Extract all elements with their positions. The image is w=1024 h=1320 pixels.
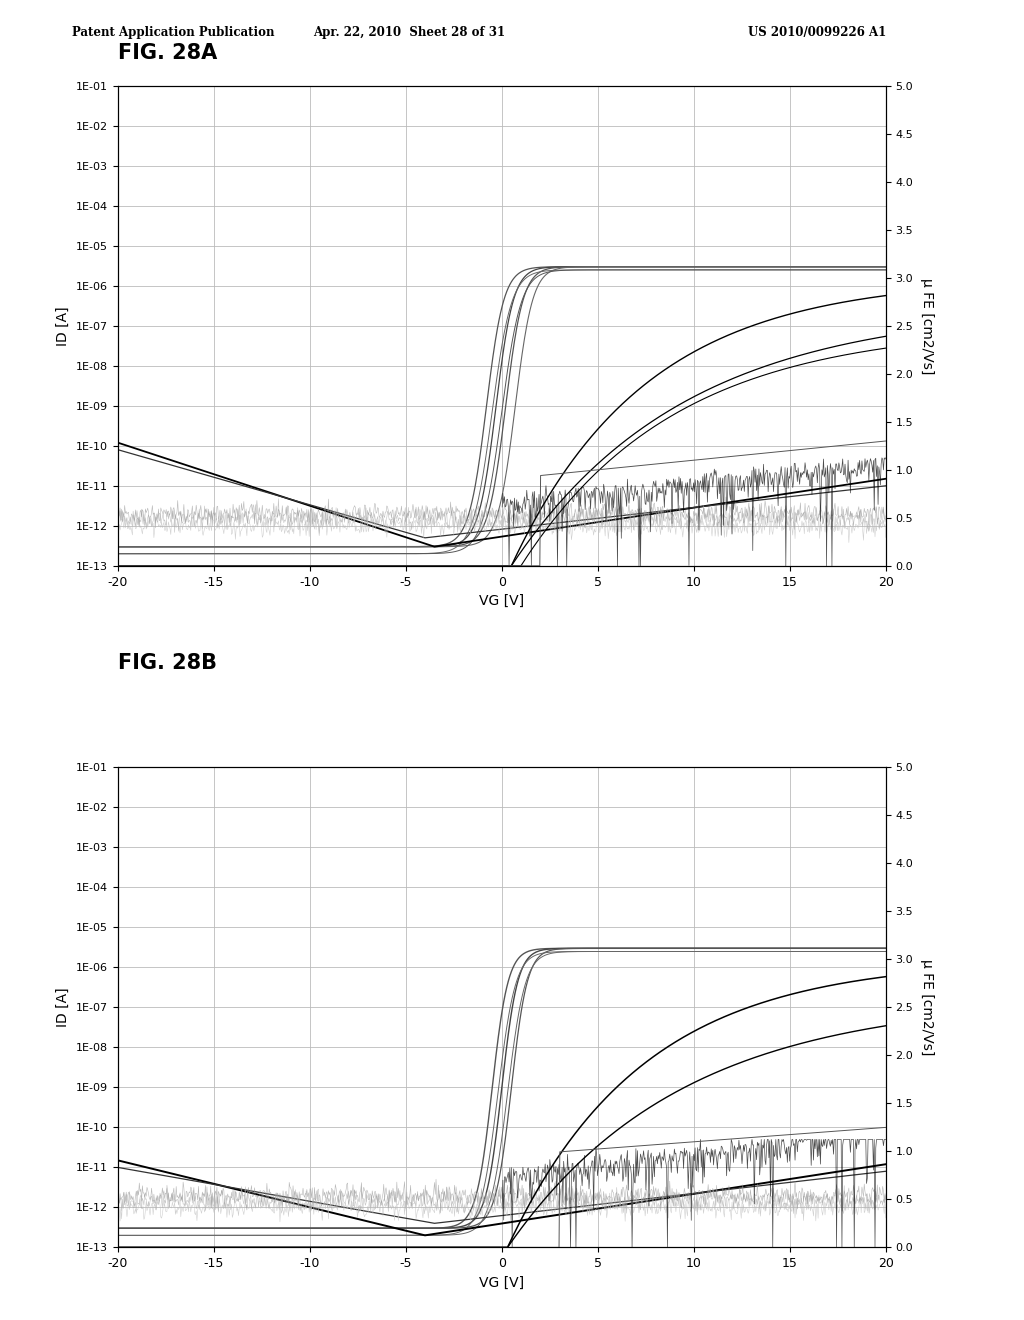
Y-axis label: μ FE [cm2/Vs]: μ FE [cm2/Vs] (921, 960, 934, 1056)
Y-axis label: ID [A]: ID [A] (56, 306, 71, 346)
Text: US 2010/0099226 A1: US 2010/0099226 A1 (748, 26, 886, 40)
Y-axis label: μ FE [cm2/Vs]: μ FE [cm2/Vs] (921, 277, 934, 374)
Text: FIG. 28B: FIG. 28B (118, 653, 217, 673)
X-axis label: VG [V]: VG [V] (479, 1275, 524, 1290)
Text: FIG. 28A: FIG. 28A (118, 44, 217, 63)
Text: Apr. 22, 2010  Sheet 28 of 31: Apr. 22, 2010 Sheet 28 of 31 (313, 26, 506, 40)
X-axis label: VG [V]: VG [V] (479, 594, 524, 609)
Text: Patent Application Publication: Patent Application Publication (72, 26, 274, 40)
Y-axis label: ID [A]: ID [A] (56, 987, 71, 1027)
